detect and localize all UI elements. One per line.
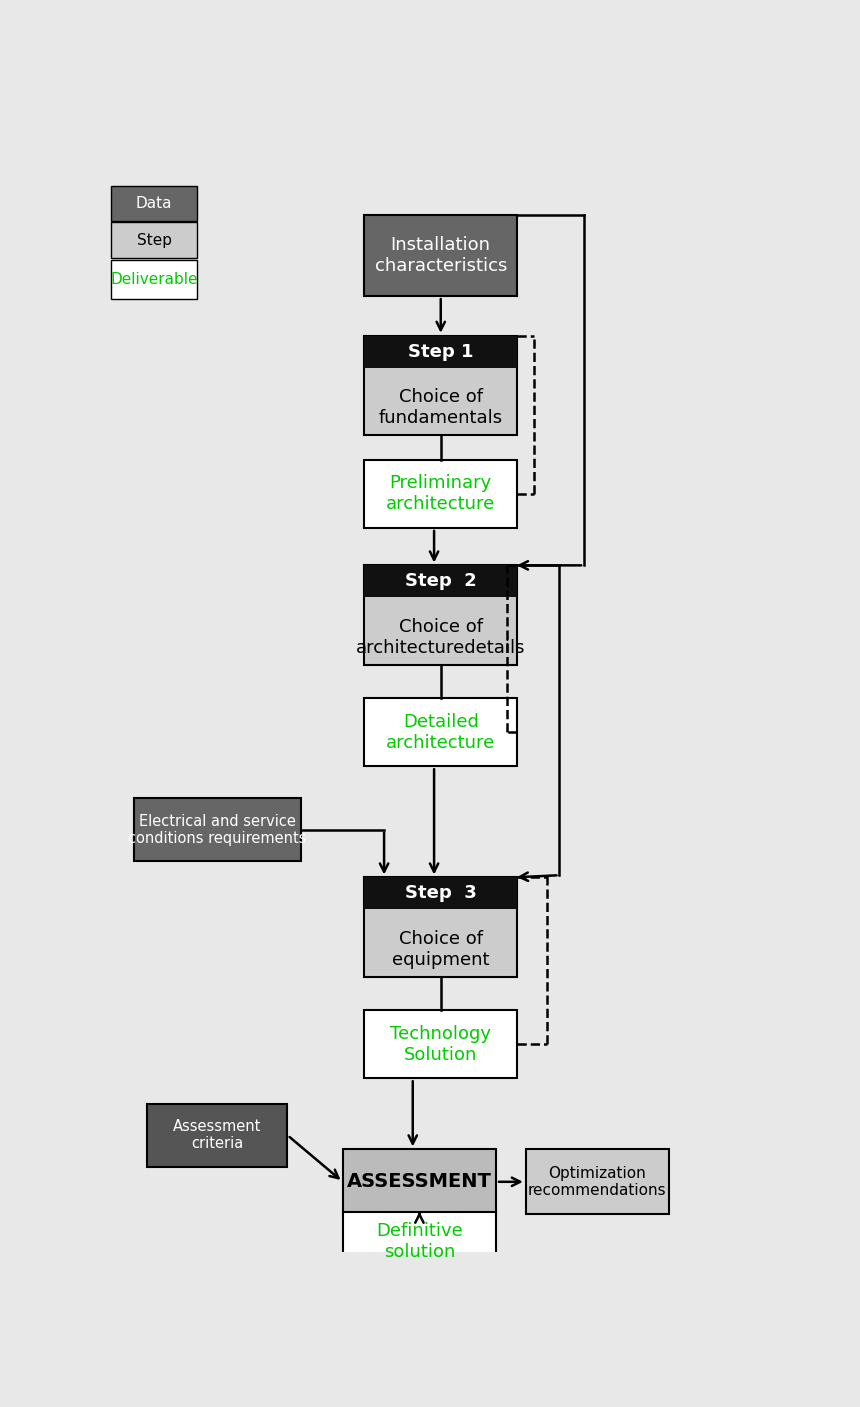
Text: Step  3: Step 3 (405, 885, 476, 902)
Text: Data: Data (136, 196, 172, 211)
FancyBboxPatch shape (111, 186, 198, 221)
FancyBboxPatch shape (343, 1150, 496, 1214)
FancyBboxPatch shape (134, 798, 301, 861)
FancyBboxPatch shape (364, 336, 518, 435)
Text: Step 1: Step 1 (408, 343, 474, 360)
FancyBboxPatch shape (148, 1104, 287, 1166)
Text: Installation
characteristics: Installation characteristics (375, 236, 507, 274)
Text: ASSESSMENT: ASSESSMENT (347, 1172, 492, 1192)
Text: Preliminary
architecture: Preliminary architecture (386, 474, 495, 514)
FancyBboxPatch shape (364, 566, 518, 666)
FancyBboxPatch shape (111, 260, 198, 298)
FancyBboxPatch shape (364, 1010, 518, 1078)
FancyBboxPatch shape (364, 878, 518, 976)
FancyBboxPatch shape (364, 566, 518, 597)
Text: Electrical and service
conditions requirements: Electrical and service conditions requir… (128, 813, 307, 846)
FancyBboxPatch shape (364, 460, 518, 528)
Text: Step: Step (137, 232, 172, 248)
Text: Step  2: Step 2 (405, 573, 476, 591)
Text: Definitive
solution: Definitive solution (376, 1223, 463, 1261)
FancyBboxPatch shape (364, 215, 518, 295)
FancyBboxPatch shape (364, 878, 518, 909)
Text: Choice of
fundamentals: Choice of fundamentals (378, 388, 503, 428)
Text: Optimization
recommendations: Optimization recommendations (528, 1165, 666, 1197)
Text: Assessment
criteria: Assessment criteria (173, 1119, 261, 1151)
Text: Technology
Solution: Technology Solution (390, 1024, 491, 1064)
Text: Choice of
architecturedetails: Choice of architecturedetails (356, 618, 525, 657)
FancyBboxPatch shape (343, 1211, 496, 1271)
Text: Choice of
equipment: Choice of equipment (392, 930, 489, 969)
FancyBboxPatch shape (364, 698, 518, 767)
FancyBboxPatch shape (111, 222, 198, 259)
Text: Deliverable: Deliverable (110, 272, 198, 287)
Text: Detailed
architecture: Detailed architecture (386, 713, 495, 751)
FancyBboxPatch shape (525, 1150, 669, 1214)
FancyBboxPatch shape (364, 336, 518, 367)
